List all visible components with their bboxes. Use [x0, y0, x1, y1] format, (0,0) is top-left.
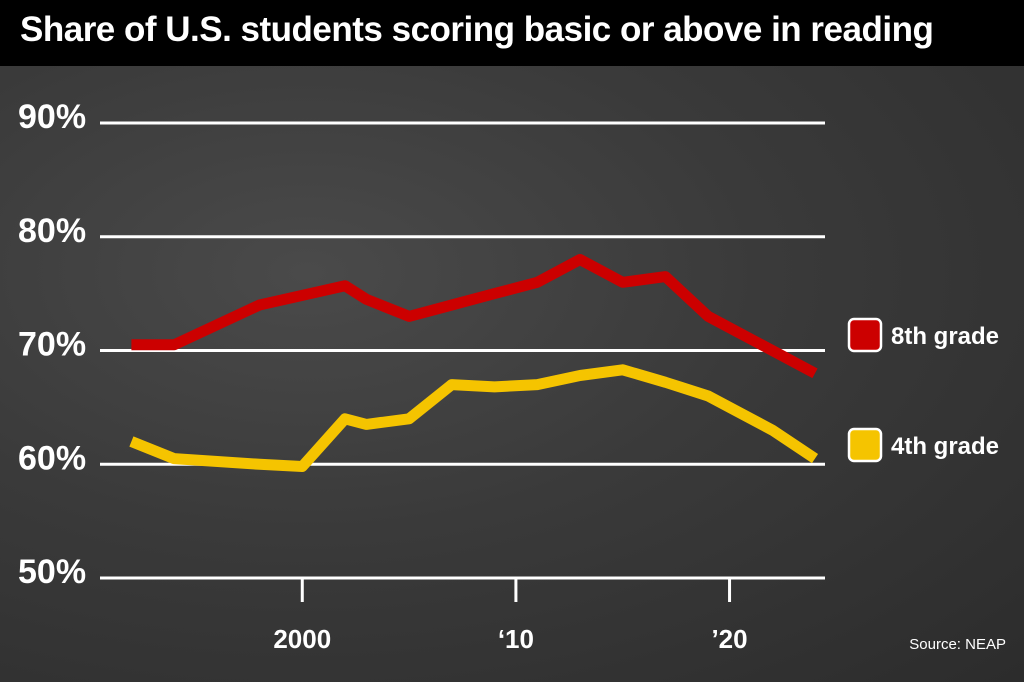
x-tick-label: ’20: [711, 624, 747, 654]
y-tick-label: 90%: [18, 98, 86, 136]
legend-label: 4th grade: [891, 433, 999, 460]
series-layer: [129, 254, 819, 472]
line-chart: 90% 80% 70% 60% 50% 2000 ‘10 ’20 8th grade 4th …: [18, 98, 1006, 654]
grid-layer: [100, 121, 825, 580]
title-bar: Share of U.S. students scoring basic or …: [0, 0, 1024, 66]
source-note: Source: NEAP: [909, 636, 1006, 653]
y-tick-label: 80%: [18, 212, 86, 250]
series-line-8th-grade: [131, 254, 818, 379]
y-tick-label: 70%: [18, 326, 86, 364]
series-line-4th-grade: [129, 364, 819, 472]
y-tick-label: 50%: [18, 553, 86, 591]
x-tick-label: ‘10: [498, 624, 534, 654]
chart-title: Share of U.S. students scoring basic or …: [20, 10, 934, 49]
legend: 8th grade 4th grade: [847, 317, 999, 463]
legend-swatch: [847, 317, 883, 353]
legend-swatch: [847, 427, 883, 463]
y-tick-label: 60%: [18, 439, 86, 477]
x-axis-ticks: 2000 ‘10 ’20: [273, 578, 748, 654]
legend-label: 8th grade: [891, 323, 999, 350]
y-axis-ticks: 90% 80% 70% 60% 50%: [18, 98, 86, 591]
x-tick-label: 2000: [273, 624, 331, 654]
